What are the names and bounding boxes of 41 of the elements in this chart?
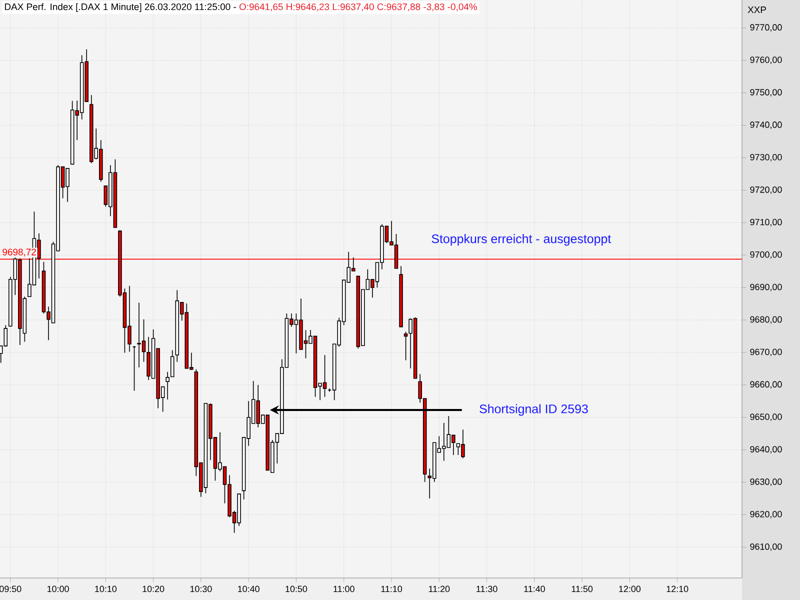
y-tick-label: 9630,00 <box>750 478 782 486</box>
y-tick-label: 9760,00 <box>750 56 782 64</box>
x-tick-label: 10:00 <box>48 586 69 592</box>
x-tick-label: 11:10 <box>381 586 402 592</box>
x-tick-label: 11:40 <box>524 586 545 592</box>
y-tick-label: 9700,00 <box>750 251 782 259</box>
annotation: Shortsignal ID 2593 <box>480 404 588 416</box>
x-tick-label: 10:20 <box>142 586 164 592</box>
x-tick-label: 11:50 <box>572 586 593 592</box>
chart-title: DAX Perf. Index [.DAX 1 Minute] 26.03.2020 11:25:00 - <box>4 3 236 12</box>
y-tick-label: 9710,00 <box>750 218 782 226</box>
y-tick-label: 9680,00 <box>750 316 782 324</box>
y-tick-label: 9660,00 <box>750 381 782 389</box>
y-tick-label: 9610,00 <box>750 543 782 551</box>
y-tick-label: 9690,00 <box>750 284 782 292</box>
chart-subtitle: O:9641,65 H:9646,23 L:9637,40 C:9637,88 -3,83 -0,04% <box>239 3 478 12</box>
x-tick-label: 10:30 <box>190 586 212 592</box>
x-tick-label: 09:50 <box>0 586 22 592</box>
y-tick-label: 9640,00 <box>750 446 782 454</box>
y-tick-label: 9650,00 <box>750 414 782 422</box>
x-tick-label: 12:00 <box>619 586 641 592</box>
y-tick-label: 9620,00 <box>750 510 782 518</box>
y-tick-label: 9750,00 <box>750 89 782 96</box>
x-tick-label: 10:10 <box>95 586 117 592</box>
y-tick-label: 9740,00 <box>750 122 782 129</box>
y-tick-label: 9720,00 <box>750 186 782 194</box>
y-tick-label: 9670,00 <box>750 348 782 356</box>
x-tick-label: 11:00 <box>334 586 354 592</box>
candlestick <box>166 372 170 400</box>
y-tick-label: 9770,00 <box>750 24 782 32</box>
y-axis-title: XXP <box>748 6 766 14</box>
x-tick-label: 10:50 <box>286 586 308 592</box>
x-tick-label: 11:30 <box>476 586 498 592</box>
candlestick <box>404 331 408 361</box>
annotation: Stoppkurs erreicht - ausgestoppt <box>432 234 612 246</box>
candlestick <box>170 350 174 378</box>
x-tick-label: 10:40 <box>238 586 260 592</box>
y-tick-label: 9730,00 <box>750 154 782 162</box>
x-tick-label: 12:10 <box>666 586 688 592</box>
x-tick-label: 11:20 <box>428 586 450 592</box>
ref-line-label: 9698,72 <box>2 248 36 257</box>
